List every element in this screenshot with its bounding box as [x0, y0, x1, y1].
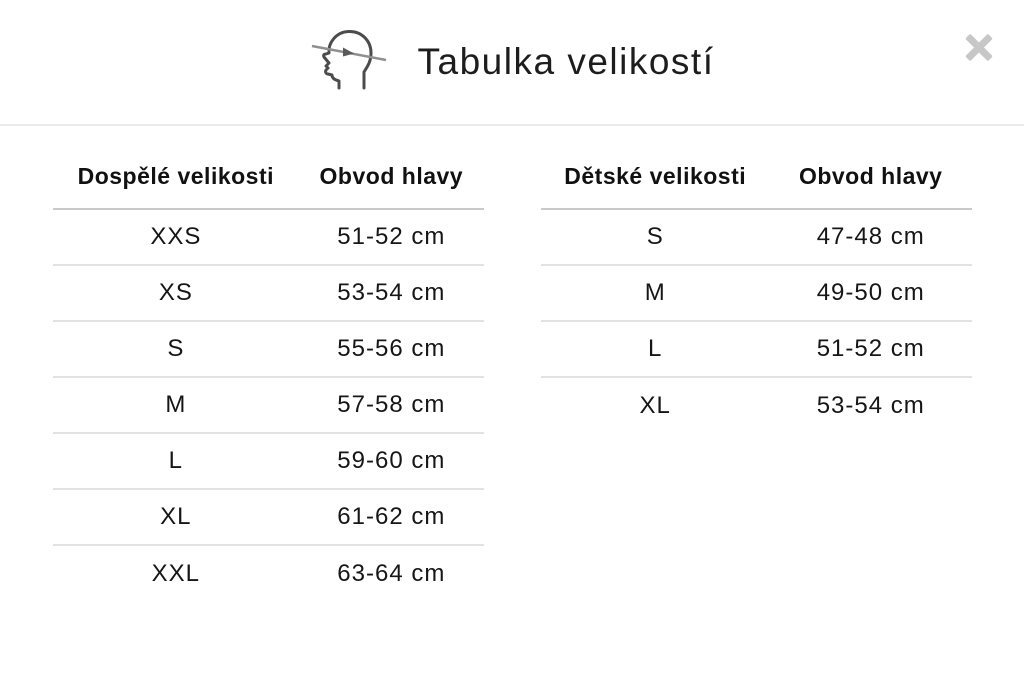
circumference-cell: 55-56 cm: [298, 320, 484, 377]
size-cell: L: [541, 320, 770, 377]
circumference-cell: 51-52 cm: [337, 223, 446, 250]
size-cell: XXL: [53, 544, 299, 601]
column-header: Obvod hlavy: [769, 160, 972, 210]
table-row: L 59-60 cm: [53, 432, 484, 489]
circumference-cell: 59-60 cm: [298, 432, 484, 489]
circumference-cell: 57-58 cm: [298, 376, 484, 433]
size-cell: L: [53, 432, 299, 489]
table-row: XL 61-62 cm: [53, 488, 484, 545]
size-cell: XL: [541, 376, 770, 433]
circumference-cell: 51-52 cm: [769, 320, 972, 377]
size-cell: XXS: [150, 223, 202, 250]
modal-title: Tabulka velikostí: [417, 41, 715, 82]
table-row: S 47-48 cm: [541, 209, 972, 265]
table-row: M 49-50 cm: [541, 264, 972, 321]
children-sizes-table: Dětské velikosti Obvod hlavy S 47-48 cm M 49…: [541, 160, 972, 433]
size-tables: Dospělé velikosti Obvod hlavy XXS 51-52 cm…: [0, 126, 1024, 601]
table-row: M 57-58 cm: [53, 376, 484, 433]
circumference-cell: 53-54 cm: [769, 376, 972, 433]
adult-sizes-column: Dospělé velikosti Obvod hlavy XXS 51-52 cm…: [53, 160, 484, 601]
size-cell: M: [541, 264, 770, 321]
circumference-cell: 63-64 cm: [298, 544, 484, 601]
table-row: XXL 63-64 cm: [53, 544, 484, 601]
size-cell: S: [646, 223, 664, 250]
circumference-cell: 49-50 cm: [769, 264, 972, 321]
table-row: L 51-52 cm: [541, 320, 972, 377]
table-row: XS 53-54 cm: [53, 264, 484, 321]
circumference-cell: 47-48 cm: [816, 223, 925, 250]
adult-sizes-table: Dospělé velikosti Obvod hlavy XXS 51-52 cm…: [53, 160, 484, 601]
size-cell: XL: [53, 488, 299, 545]
table-header-row: Dospělé velikosti Obvod hlavy: [53, 160, 484, 210]
children-sizes-column: Dětské velikosti Obvod hlavy S 47-48 cm M 49…: [541, 160, 972, 601]
column-header: Obvod hlavy: [298, 160, 484, 210]
head-circumference-icon: [310, 28, 388, 90]
circumference-cell: 53-54 cm: [298, 264, 484, 321]
table-header-row: Dětské velikosti Obvod hlavy: [541, 160, 972, 210]
table-row: XXS 51-52 cm: [53, 209, 484, 265]
modal-header: Tabulka velikostí: [0, 0, 1024, 126]
size-cell: S: [53, 320, 299, 377]
size-cell: XS: [53, 264, 299, 321]
column-header: Dospělé velikosti: [53, 160, 299, 210]
column-header: Dětské velikosti: [541, 160, 770, 210]
size-cell: M: [53, 376, 299, 433]
table-row: XL 53-54 cm: [541, 376, 972, 433]
table-row: S 55-56 cm: [53, 320, 484, 377]
circumference-cell: 61-62 cm: [298, 488, 484, 545]
close-button[interactable]: [965, 33, 993, 61]
